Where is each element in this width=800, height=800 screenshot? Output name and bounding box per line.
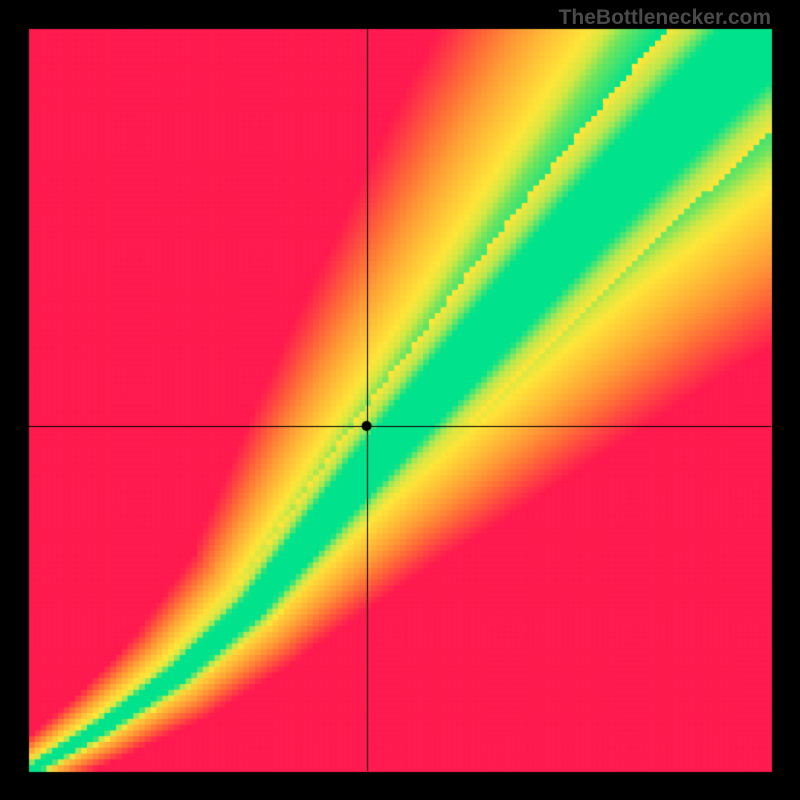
watermark-text: TheBottlenecker.com xyxy=(559,6,771,30)
bottleneck-heatmap xyxy=(0,0,800,800)
